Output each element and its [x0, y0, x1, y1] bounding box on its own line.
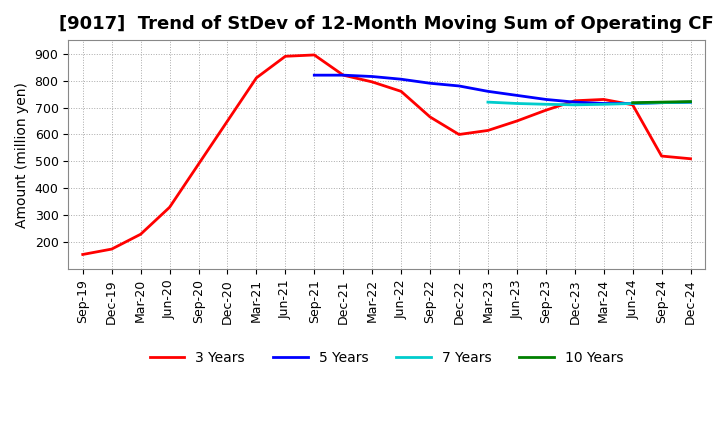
3 Years — [136, 231, 145, 237]
3 Years — [426, 114, 434, 120]
3 Years — [570, 98, 579, 103]
Y-axis label: Amount (million yen): Amount (million yen) — [15, 82, 29, 227]
5 Years — [657, 100, 666, 105]
Line: 3 Years: 3 Years — [83, 55, 690, 254]
3 Years — [484, 128, 492, 133]
3 Years — [166, 205, 174, 210]
3 Years — [513, 118, 521, 124]
3 Years — [657, 154, 666, 159]
5 Years — [513, 93, 521, 98]
5 Years — [629, 101, 637, 106]
3 Years — [78, 252, 87, 257]
3 Years — [541, 107, 550, 113]
Legend: 3 Years, 5 Years, 7 Years, 10 Years: 3 Years, 5 Years, 7 Years, 10 Years — [144, 345, 629, 370]
5 Years — [368, 74, 377, 79]
5 Years — [541, 97, 550, 102]
10 Years — [629, 100, 637, 105]
5 Years — [599, 101, 608, 106]
10 Years — [686, 99, 695, 104]
7 Years — [657, 100, 666, 105]
3 Years — [599, 97, 608, 102]
3 Years — [397, 89, 405, 94]
3 Years — [629, 102, 637, 107]
3 Years — [368, 79, 377, 84]
5 Years — [397, 77, 405, 82]
3 Years — [223, 118, 232, 124]
3 Years — [281, 54, 289, 59]
10 Years — [657, 99, 666, 105]
3 Years — [454, 132, 463, 137]
3 Years — [107, 246, 116, 252]
Line: 10 Years: 10 Years — [633, 102, 690, 103]
3 Years — [339, 73, 348, 78]
7 Years — [484, 99, 492, 105]
7 Years — [541, 102, 550, 107]
5 Years — [310, 73, 319, 78]
7 Years — [599, 102, 608, 107]
3 Years — [686, 156, 695, 161]
5 Years — [454, 83, 463, 88]
7 Years — [629, 101, 637, 106]
7 Years — [513, 101, 521, 106]
5 Years — [484, 89, 492, 94]
3 Years — [310, 52, 319, 58]
5 Years — [570, 99, 579, 105]
Line: 5 Years: 5 Years — [315, 75, 690, 103]
7 Years — [686, 99, 695, 105]
7 Years — [570, 102, 579, 107]
5 Years — [339, 73, 348, 78]
Line: 7 Years: 7 Years — [488, 102, 690, 105]
3 Years — [252, 75, 261, 81]
5 Years — [426, 81, 434, 86]
Title: [9017]  Trend of StDev of 12-Month Moving Sum of Operating CF: [9017] Trend of StDev of 12-Month Moving… — [59, 15, 714, 33]
5 Years — [686, 99, 695, 105]
3 Years — [194, 161, 203, 167]
